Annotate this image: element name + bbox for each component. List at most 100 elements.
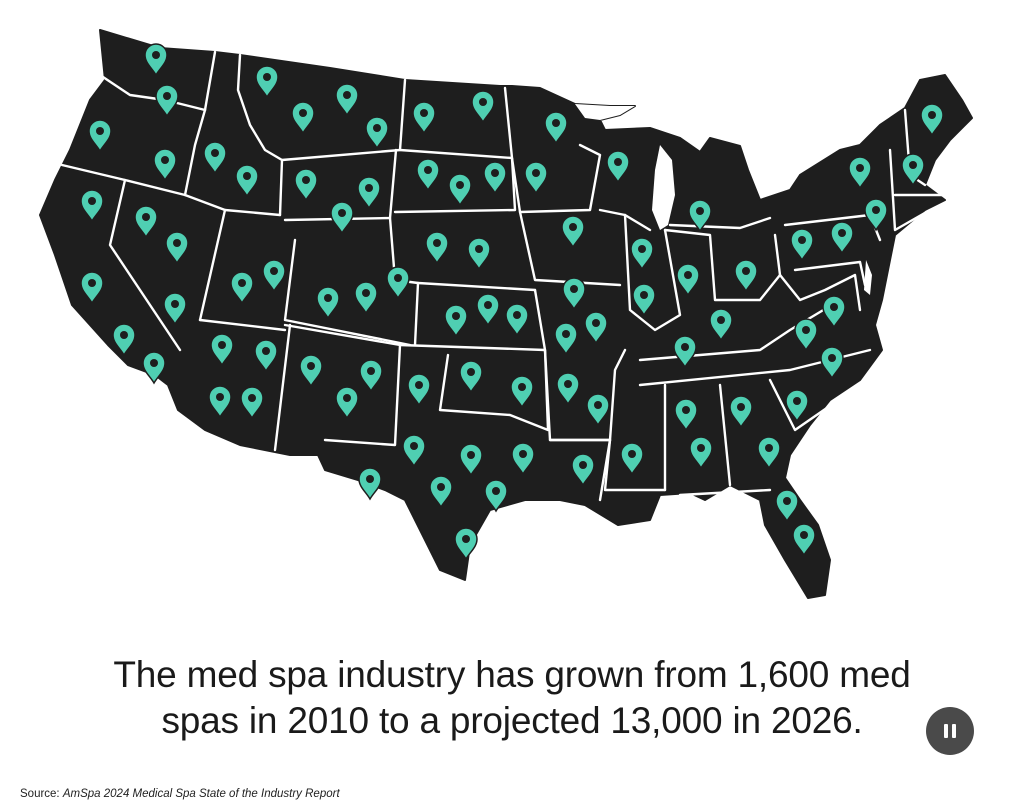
map-pin-icon-ok — [459, 360, 483, 394]
map-pin-hole — [519, 450, 527, 458]
map-pin-hole — [579, 461, 587, 469]
border-ok-tx — [398, 343, 550, 432]
map-pin-shape — [556, 372, 580, 406]
map-pin-hole — [362, 289, 370, 297]
us-map-svg — [39, 29, 973, 599]
map-pin-icon-mt — [335, 83, 359, 117]
map-pin-shape — [365, 116, 389, 150]
map-pin-hole — [462, 535, 470, 543]
map-pin-hole — [324, 294, 332, 302]
map-pin-shape — [620, 442, 644, 476]
map-pin-icon-ut — [262, 259, 286, 293]
map-pin-icon-az — [208, 385, 232, 419]
map-pin-shape — [467, 237, 491, 271]
map-pin-hole — [682, 406, 690, 414]
map-pin-shape — [425, 231, 449, 265]
map-pin-icon-tx — [544, 111, 568, 145]
map-pin-shape — [544, 111, 568, 145]
map-pin-hole — [909, 161, 917, 169]
map-pin-icon-wa — [155, 84, 179, 118]
map-pin-hole — [628, 450, 636, 458]
map-pin-shape — [510, 375, 534, 409]
map-pin-shape — [901, 153, 925, 187]
map-pin-shape — [358, 467, 382, 501]
map-pin-hole — [218, 341, 226, 349]
pause-button[interactable] — [926, 707, 974, 755]
pause-icon-bar — [952, 724, 956, 738]
map-pin-shape — [822, 295, 846, 329]
map-pin-shape — [359, 359, 383, 393]
map-pin-shape — [80, 271, 104, 305]
map-pin-icon-sd — [483, 161, 507, 195]
map-pin-hole — [570, 285, 578, 293]
map-pin-hole — [532, 169, 540, 177]
map-pin-hole — [173, 239, 181, 247]
border-ny-new-england — [888, 148, 932, 232]
border-az-nm — [273, 323, 292, 452]
map-pin-hole — [171, 300, 179, 308]
map-pin-icon-oh — [734, 259, 758, 293]
map-pin-shape — [165, 231, 189, 265]
map-pin-icon-or — [153, 148, 177, 182]
map-pin-icon-tx — [429, 475, 453, 509]
map-pin-hole — [491, 169, 499, 177]
map-pin-icon-co — [386, 266, 410, 300]
map-pin-hole — [614, 158, 622, 166]
map-pin-hole — [142, 213, 150, 221]
map-pin-icon-ga — [785, 389, 809, 423]
map-pin-icon-nv — [165, 231, 189, 265]
map-pin-icon-pa — [848, 156, 872, 190]
map-pin-hole — [484, 301, 492, 309]
map-pin-icon-fl — [792, 523, 816, 557]
map-pin-icon-ia — [562, 277, 586, 311]
map-pin-shape — [416, 158, 440, 192]
map-pin-shape — [357, 176, 381, 210]
map-pin-hole — [216, 393, 224, 401]
map-pin-shape — [112, 323, 136, 357]
map-pin-hole — [238, 279, 246, 287]
source-label: Source: — [20, 788, 60, 800]
map-pin-shape — [689, 436, 713, 470]
border-nd-sd-ne — [393, 148, 517, 214]
map-pin-icon-id — [255, 65, 279, 99]
map-pin-hole — [684, 271, 692, 279]
state-borders — [60, 50, 947, 502]
map-pin-shape — [848, 156, 872, 190]
border-mi-oh-in — [668, 216, 772, 230]
map-pin-hole — [437, 483, 445, 491]
map-pin-shape — [785, 389, 809, 423]
map-pin-icon-ar — [586, 393, 610, 427]
map-pin-shape — [673, 335, 697, 369]
map-pin-icon-sd — [448, 173, 472, 207]
map-pin-shape — [688, 199, 712, 233]
map-pin-shape — [386, 266, 410, 300]
border-nv-id-ut — [183, 193, 282, 217]
map-pin-hole — [163, 92, 171, 100]
map-pin-shape — [484, 479, 508, 513]
map-pin-hole — [415, 381, 423, 389]
map-pin-shape — [134, 205, 158, 239]
map-pin-icon-ga — [757, 436, 781, 470]
map-pin-icon-il — [630, 237, 654, 271]
map-pin-icon-tn — [673, 335, 697, 369]
border-pa-md-de — [793, 260, 867, 287]
map-pin-shape — [454, 527, 478, 561]
map-pin-icon-tx — [511, 442, 535, 476]
map-pin-hole — [467, 451, 475, 459]
map-pin-hole — [564, 380, 572, 388]
map-pin-shape — [163, 292, 187, 326]
map-pin-hole — [856, 164, 864, 172]
map-pin-hole — [638, 245, 646, 253]
headline-line-2: spas in 2010 to a projected 13,000 in 20… — [161, 700, 863, 741]
map-pin-shape — [734, 259, 758, 293]
map-pin-hole — [872, 206, 880, 214]
border-or-id — [183, 108, 207, 197]
map-pin-icon-wy — [230, 271, 254, 305]
border-ut-az — [198, 318, 287, 332]
map-pin-hole — [475, 245, 483, 253]
map-pin-hole — [338, 209, 346, 217]
map-pin-shape — [630, 237, 654, 271]
map-pin-shape — [584, 311, 608, 345]
map-pin-icon-mo — [554, 322, 578, 356]
map-pin-shape — [88, 119, 112, 153]
